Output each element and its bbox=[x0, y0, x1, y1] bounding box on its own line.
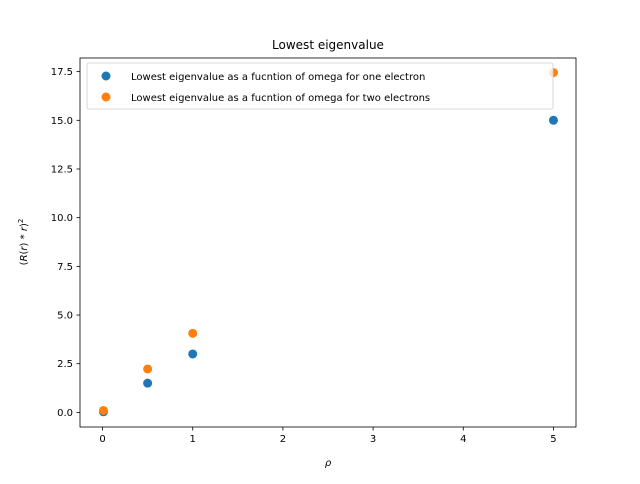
y-tick-label: 0.0 bbox=[57, 408, 73, 419]
legend-label-two-electrons: Lowest eigenvalue as a fucntion of omega… bbox=[131, 93, 430, 104]
chart-title: Lowest eigenvalue bbox=[272, 38, 384, 52]
x-tick-label: 1 bbox=[190, 434, 196, 445]
data-points bbox=[98, 68, 558, 417]
data-point-series-1-1 bbox=[143, 364, 153, 374]
y-tick-label: 15.0 bbox=[51, 116, 73, 127]
data-point-series-0-3 bbox=[548, 115, 558, 125]
y-tick-label: 12.5 bbox=[51, 164, 73, 175]
data-point-series-1-2 bbox=[188, 328, 198, 338]
data-point-series-0-1 bbox=[143, 378, 153, 388]
x-tick-label: 3 bbox=[370, 434, 376, 445]
data-point-series-1-0 bbox=[98, 405, 108, 415]
x-axis-ticks: 0 1 2 3 4 5 bbox=[99, 427, 557, 445]
legend-label-one-electron: Lowest eigenvalue as a fucntion of omega… bbox=[131, 72, 425, 83]
y-tick-label: 5.0 bbox=[57, 311, 73, 322]
x-tick-label: 4 bbox=[460, 434, 466, 445]
legend-marker-one-electron bbox=[101, 71, 111, 81]
data-point-series-0-2 bbox=[188, 349, 198, 359]
y-axis-ticks: 0.0 2.5 5.0 7.5 10.0 12.5 15.0 17.5 bbox=[51, 67, 80, 419]
legend-marker-two-electrons bbox=[101, 92, 111, 102]
legend: Lowest eigenvalue as a fucntion of omega… bbox=[86, 62, 554, 110]
legend-frame bbox=[86, 62, 554, 110]
y-tick-label: 7.5 bbox=[57, 262, 73, 273]
x-tick-label: 2 bbox=[280, 434, 286, 445]
y-axis-label: (R(r) * r)2 bbox=[17, 219, 30, 266]
x-axis-label: ρ bbox=[325, 458, 332, 469]
x-tick-label: 0 bbox=[99, 434, 105, 445]
plot-frame bbox=[79, 57, 577, 428]
x-tick-label: 5 bbox=[550, 434, 556, 445]
y-tick-label: 2.5 bbox=[57, 359, 73, 370]
y-tick-label: 17.5 bbox=[51, 67, 73, 78]
y-tick-label: 10.0 bbox=[51, 213, 73, 224]
